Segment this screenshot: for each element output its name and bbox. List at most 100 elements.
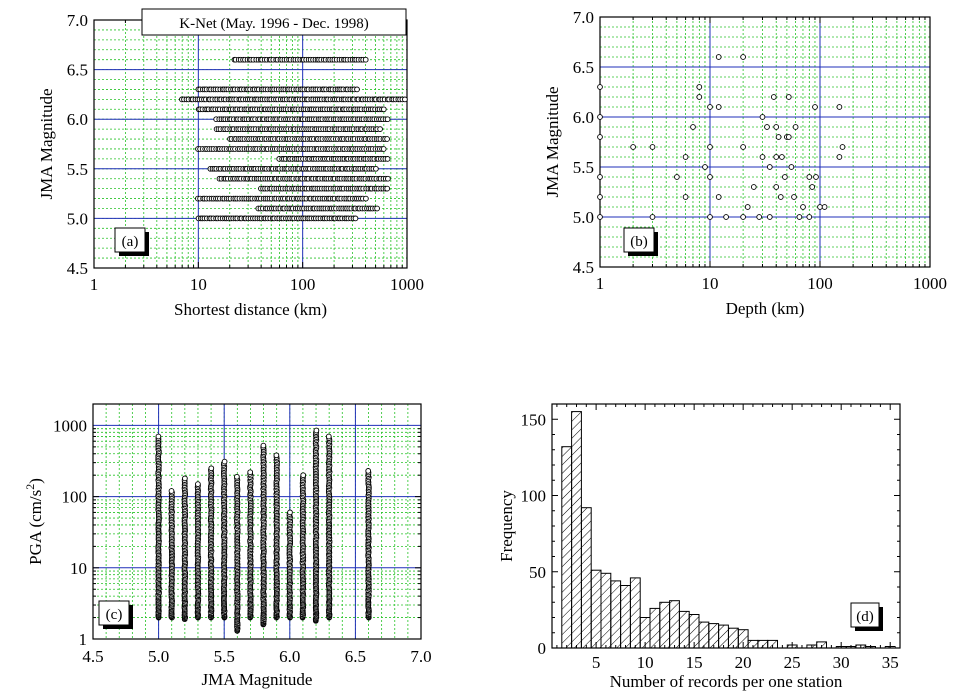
data-point xyxy=(402,96,408,103)
data-point xyxy=(777,194,784,200)
data-point xyxy=(649,144,656,150)
y-tick-label: 1 xyxy=(79,630,88,649)
histogram-bar xyxy=(580,507,592,649)
x-tick-label: 100 xyxy=(807,274,833,293)
y-axis-label-end: ) xyxy=(26,478,45,484)
histogram-bar xyxy=(561,446,573,649)
panel-label-box xyxy=(623,227,655,253)
data-point xyxy=(155,433,162,440)
data-point xyxy=(764,124,770,130)
data-point xyxy=(208,465,215,472)
data-point xyxy=(649,214,656,220)
y-tick-label: 5.5 xyxy=(573,158,594,177)
data-point xyxy=(715,104,722,110)
data-point xyxy=(836,104,843,110)
data-point xyxy=(597,114,603,120)
data-point xyxy=(707,174,713,180)
chart-panel-c: 4.5 5.0 5.5 6.0 6.5 7.0 1 10 100 1000 JMA Magnitud… xyxy=(23,403,432,689)
panel-label-box xyxy=(114,227,146,253)
chart-panel-b: 1 10 100 1000 4.5 5.0 5.5 6.0 6.5 7.0 Depth (km) JM… xyxy=(543,8,947,318)
data-point xyxy=(813,174,819,180)
data-point xyxy=(773,184,780,190)
data-point xyxy=(702,164,708,170)
y-axis-label: JMA Magnitude xyxy=(37,89,56,200)
x-tick-label: 1000 xyxy=(390,275,424,294)
data-point xyxy=(707,144,713,150)
data-point xyxy=(782,174,788,180)
histogram-bar xyxy=(629,577,641,649)
x-tick-label: 1 xyxy=(596,274,605,293)
x-axis-label: JMA Magnitude xyxy=(202,670,313,689)
x-tick-label: 25 xyxy=(784,653,801,672)
data-point xyxy=(791,194,797,200)
histogram-bar xyxy=(610,580,622,649)
data-point xyxy=(800,204,806,210)
x-tick-label: 1 xyxy=(90,275,99,294)
data-point xyxy=(597,194,603,200)
y-tick-label: 6.5 xyxy=(573,58,594,77)
data-point xyxy=(785,94,792,100)
y-axis-label-main: PGA (cm/s xyxy=(26,490,45,565)
plot-frame xyxy=(92,403,422,640)
data-point xyxy=(796,214,803,220)
data-point xyxy=(362,56,369,63)
x-tick-label: 35 xyxy=(882,653,899,672)
panel-label: (b) xyxy=(630,234,648,250)
data-point xyxy=(773,124,780,130)
data-point xyxy=(740,144,746,150)
x-tick-label: 5.5 xyxy=(214,647,235,666)
y-tick-label: 6.0 xyxy=(67,110,88,129)
x-tick-label: 6.0 xyxy=(279,647,300,666)
y-tick-label: 4.5 xyxy=(573,258,594,277)
y-tick-label: 150 xyxy=(521,410,547,429)
data-point xyxy=(690,124,696,130)
data-point xyxy=(168,488,175,494)
data-point xyxy=(821,204,828,210)
data-point xyxy=(723,214,729,220)
data-point xyxy=(715,194,722,200)
data-point xyxy=(775,134,782,140)
y-tick-label: 4.5 xyxy=(67,259,88,278)
data-point xyxy=(374,205,380,212)
chart-panel-a: 1 10 100 1000 4.5 5.0 5.5 6.0 6.5 7.0 Shortest dis… xyxy=(37,8,424,319)
histogram-bar xyxy=(620,585,631,649)
y-tick-label: 1000 xyxy=(53,416,87,435)
panel-label: (d) xyxy=(856,609,874,625)
data-point xyxy=(384,185,391,192)
histogram-bar xyxy=(571,411,582,649)
y-tick-label: 0 xyxy=(538,639,547,658)
data-point xyxy=(385,175,391,182)
data-point xyxy=(195,481,201,487)
data-point xyxy=(597,174,603,180)
title-box xyxy=(141,8,407,36)
data-point xyxy=(779,154,785,160)
y-tick-label: 6.5 xyxy=(67,61,88,80)
data-point xyxy=(707,214,713,220)
data-point xyxy=(836,154,843,160)
data-point xyxy=(696,84,703,90)
data-point xyxy=(384,156,391,162)
x-tick-label: 5.0 xyxy=(148,647,169,666)
y-tick-label: 5.0 xyxy=(67,209,88,228)
data-point xyxy=(809,184,816,190)
data-point xyxy=(260,442,267,449)
data-point xyxy=(806,214,813,220)
histogram-bar xyxy=(600,572,612,649)
y-tick-label: 5.5 xyxy=(67,160,88,179)
data-point xyxy=(597,134,603,140)
y-tick-label: 7.0 xyxy=(67,11,88,30)
histogram-bar xyxy=(659,601,671,649)
data-point xyxy=(759,154,766,160)
panel-label: (c) xyxy=(106,607,123,623)
data-point xyxy=(373,165,379,172)
data-point xyxy=(740,54,746,60)
data-point xyxy=(792,124,799,130)
x-axis-label: Depth (km) xyxy=(726,299,805,318)
chart-panel-d: 5 10 15 20 25 30 35 0 50 100 150 Number of records … xyxy=(497,403,901,691)
y-tick-label: 100 xyxy=(62,488,88,507)
data-point xyxy=(806,174,813,180)
data-point xyxy=(325,433,332,440)
data-point xyxy=(380,106,387,113)
data-point xyxy=(707,104,713,110)
